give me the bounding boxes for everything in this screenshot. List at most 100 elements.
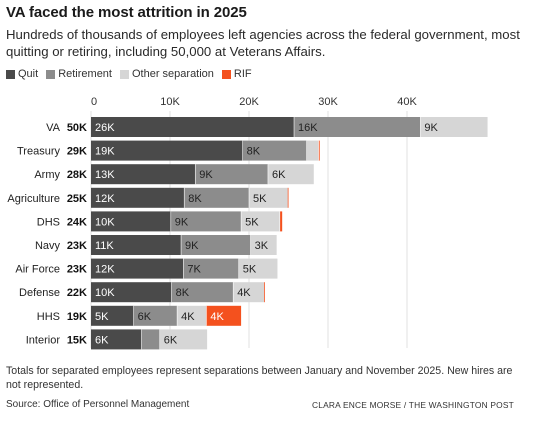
legend-swatch-other-separation (119, 69, 129, 79)
bar-va-quit (91, 117, 295, 137)
legend-item-quit: Quit (6, 68, 38, 80)
bar-defense-rif (264, 282, 265, 303)
chart-subtitle: Hundreds of thousands of employees left … (6, 27, 520, 59)
bar-treasury-retirement (242, 140, 307, 161)
data-label-army-quit: 13K (95, 169, 115, 181)
data-label-defense-retirement: 8K (176, 287, 190, 299)
total-label-defense: 22K (67, 287, 87, 299)
data-label-hhs-retirement: 6K (138, 311, 152, 323)
bar-dhs-rif (279, 211, 283, 232)
data-label-army-other-separation: 6K (272, 169, 286, 181)
data-label-va-retirement: 16K (298, 122, 318, 134)
bar-defense-quit (91, 282, 172, 303)
legend: Quit Retirement Other separation RIF (6, 68, 260, 80)
bar-dhs-quit (91, 211, 171, 232)
category-label-treasury: Treasury (17, 146, 60, 158)
data-label-defense-quit: 10K (95, 287, 115, 299)
bar-army-retirement (195, 164, 268, 185)
legend-label-rif: RIF (233, 68, 252, 80)
category-label-agriculture: Agriculture (7, 193, 60, 205)
bar-defense-other-separation (233, 282, 265, 303)
category-label-hhs: HHS (37, 311, 60, 323)
legend-swatch-quit (6, 69, 15, 79)
bar-va-other-separation (420, 117, 488, 137)
data-label-navy-retirement: 9K (185, 240, 199, 252)
bar-agriculture-other-separation (249, 187, 288, 208)
data-label-hhs-rif: 4K (210, 311, 224, 323)
data-label-dhs-retirement: 9K (175, 216, 189, 228)
bar-defense-retirement (171, 282, 234, 303)
data-label-treasury-quit: 19K (95, 146, 115, 158)
footnote: Totals for separated employees represent… (6, 365, 513, 391)
data-label-treasury-retirement: 8K (247, 146, 261, 158)
x-tick-label: 0 (91, 96, 97, 108)
data-label-air-force-other-separation: 5K (243, 264, 257, 276)
bar-hhs-other-separation (177, 305, 207, 326)
data-label-agriculture-other-separation: 5K (253, 193, 267, 205)
legend-label-other-separation: Other separation (131, 68, 214, 80)
data-label-agriculture-quit: 12K (95, 193, 115, 205)
bar-navy-quit (91, 235, 182, 255)
total-label-navy: 23K (67, 240, 87, 252)
bar-navy-other-separation (250, 235, 277, 255)
data-label-navy-other-separation: 3K (255, 240, 269, 252)
data-label-air-force-retirement: 7K (187, 264, 201, 276)
x-tick-label: 30K (318, 96, 338, 108)
source-note: Source: Office of Personnel Management (6, 399, 190, 410)
bar-interior-quit (91, 329, 142, 350)
total-label-treasury: 29K (67, 146, 87, 158)
category-label-army: Army (34, 169, 60, 181)
category-label-navy: Navy (35, 240, 61, 252)
bar-dhs-other-separation (241, 211, 280, 232)
credit-line: CLARA ENCE MORSE / THE WASHINGTON POST (312, 400, 514, 410)
bar-navy-retirement (181, 235, 251, 255)
legend-item-rif: RIF (221, 68, 252, 80)
bar-agriculture-rif (287, 187, 289, 208)
bar-hhs-rif (206, 305, 242, 326)
data-label-hhs-other-separation: 4K (181, 311, 195, 323)
legend-swatch-rif (221, 69, 231, 79)
data-label-interior-quit: 6K (95, 334, 109, 346)
legend-label-retirement: Retirement (58, 68, 112, 80)
bar-treasury-other-separation (306, 140, 319, 161)
bar-interior-other-separation (159, 329, 208, 350)
bar-air-force-quit (91, 258, 184, 279)
bar-treasury-quit (91, 140, 243, 161)
x-tick-label: 20K (239, 96, 259, 108)
data-label-agriculture-retirement: 8K (188, 193, 202, 205)
total-label-hhs: 19K (67, 311, 87, 323)
bar-interior-retirement (141, 329, 160, 350)
data-label-defense-other-separation: 4K (237, 287, 251, 299)
category-label-air-force: Air Force (15, 264, 60, 276)
legend-item-other-separation: Other separation (119, 68, 214, 80)
stacked-bar-chart: 0 10K 20K 30K 40K VA 50K 26K 16K 9K Treasury 29K 19K… (7, 96, 488, 350)
bar-army-other-separation (267, 164, 314, 185)
data-label-dhs-other-separation: 5K (245, 216, 259, 228)
total-label-army: 28K (67, 169, 87, 181)
bar-dhs-retirement (170, 211, 242, 232)
data-label-dhs-quit: 10K (95, 216, 115, 228)
total-label-agriculture: 25K (67, 193, 87, 205)
category-label-defense: Defense (19, 287, 60, 299)
data-label-air-force-quit: 12K (95, 264, 115, 276)
bar-hhs-retirement (133, 305, 178, 326)
data-label-va-quit: 26K (95, 122, 115, 134)
data-label-va-other-separation: 9K (424, 122, 438, 134)
data-label-navy-quit: 11K (95, 240, 114, 252)
legend-label-quit: Quit (18, 68, 39, 80)
bar-agriculture-quit (91, 187, 185, 208)
data-label-army-retirement: 9K (199, 169, 213, 181)
bar-hhs-quit (91, 305, 134, 326)
chart-title: VA faced the most attrition in 2025 (6, 4, 247, 21)
bar-air-force-other-separation (238, 258, 278, 279)
x-tick-label: 10K (160, 96, 180, 108)
legend-swatch-retirement (46, 69, 56, 79)
bar-army-quit (91, 164, 196, 185)
bar-agriculture-retirement (184, 187, 249, 208)
data-label-interior-other-separation: 6K (164, 334, 178, 346)
category-label-dhs: DHS (37, 216, 60, 228)
total-label-dhs: 24K (67, 216, 87, 228)
total-label-interior: 15K (67, 334, 87, 346)
category-label-interior: Interior (26, 334, 61, 346)
legend-item-retirement: Retirement (46, 68, 112, 80)
